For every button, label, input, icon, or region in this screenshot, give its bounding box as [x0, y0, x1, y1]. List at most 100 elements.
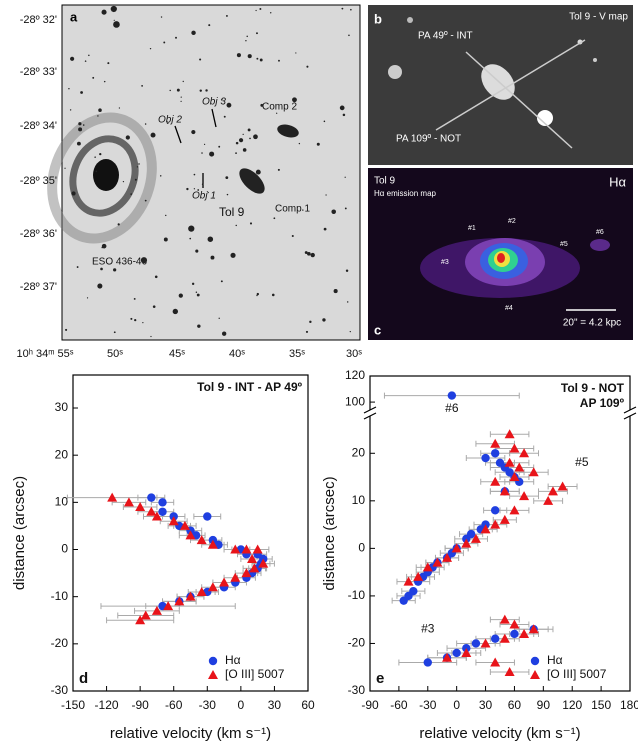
tol9-galaxy — [239, 168, 265, 194]
star — [195, 291, 198, 293]
star — [209, 151, 215, 157]
panel-b: b Tol 9 - V map PA 49º - INT PA 109º - N… — [368, 5, 633, 165]
star — [134, 319, 137, 322]
marker-triangle — [219, 577, 230, 587]
marker-triangle — [249, 563, 260, 573]
star — [341, 7, 344, 10]
star — [98, 108, 102, 112]
x-tick-label: -30 — [199, 698, 217, 712]
annotation: #5 — [575, 455, 589, 469]
marker-triangle — [528, 467, 539, 477]
star — [235, 224, 237, 227]
star — [172, 308, 179, 315]
star — [195, 249, 199, 253]
panel-a: a Obj 3 Obj 2 Obj 1 Comp 2 Comp 1 Tol 9 … — [47, 4, 361, 341]
star — [342, 113, 346, 117]
marker-circle — [510, 629, 519, 639]
star — [304, 251, 308, 254]
marker-triangle — [480, 524, 491, 534]
marker-triangle — [151, 511, 162, 521]
star — [80, 91, 83, 94]
marker-triangle — [185, 530, 196, 540]
marker-triangle — [509, 619, 520, 629]
marker-triangle — [252, 544, 263, 554]
marker-triangle — [499, 633, 510, 643]
star — [141, 84, 143, 87]
star — [235, 152, 237, 154]
axis-break — [626, 410, 634, 416]
y-tick-label: 100 — [345, 394, 365, 408]
x-tick-label: 180 — [620, 698, 638, 712]
star — [199, 58, 202, 61]
marker-triangle — [557, 481, 568, 491]
y-tick-label: 0 — [61, 542, 68, 556]
star — [92, 76, 95, 79]
star — [86, 297, 89, 299]
star — [159, 175, 162, 177]
star — [316, 142, 320, 146]
x-tick-label: 0 — [453, 698, 460, 712]
star — [269, 12, 272, 14]
star — [255, 169, 261, 175]
scale-label: 20" = 4.2 kpc — [563, 318, 621, 329]
marker-triangle — [123, 497, 134, 507]
dec-tick-label: -28º 35' — [20, 175, 57, 187]
marker-triangle — [461, 647, 472, 657]
star — [349, 330, 351, 333]
star — [188, 225, 195, 232]
x-axis-label: relative velocity (km s⁻¹) — [419, 725, 580, 742]
marker-triangle — [543, 495, 554, 505]
star — [298, 142, 301, 145]
marker-triangle — [146, 506, 157, 516]
star — [110, 5, 117, 13]
marker-circle — [158, 498, 167, 507]
panel-label: c — [374, 322, 381, 337]
star — [253, 134, 258, 140]
marker-circle — [203, 512, 212, 521]
star — [259, 7, 262, 10]
star — [176, 88, 180, 92]
marker-triangle — [432, 557, 443, 567]
star — [122, 180, 125, 183]
star — [218, 317, 220, 319]
axis-break — [366, 410, 374, 416]
star — [84, 60, 87, 62]
marker-triangle — [504, 457, 515, 467]
y-axis-label: distance (arcsec) — [11, 476, 28, 590]
knot: #1 — [468, 225, 476, 232]
x-tick-label: 60 — [301, 698, 315, 712]
star — [193, 188, 196, 190]
star — [201, 152, 203, 154]
star — [273, 217, 276, 220]
plot-frame — [72, 374, 309, 692]
star — [101, 243, 107, 249]
y-tick-label: 20 — [352, 445, 366, 459]
y-tick-label: 0 — [358, 541, 365, 555]
star — [191, 130, 196, 135]
y-tick-label: 10 — [352, 493, 366, 507]
star — [249, 137, 251, 140]
y-tick-label: 20 — [55, 447, 69, 461]
star — [130, 317, 133, 320]
marker-triangle — [499, 486, 510, 496]
star — [255, 9, 257, 12]
panel-title: Tol 9 — [374, 176, 396, 187]
star — [208, 24, 211, 27]
legend-label: Hα — [225, 653, 241, 667]
star — [180, 96, 182, 98]
knot: #4 — [505, 305, 513, 312]
annotation: Comp 1 — [275, 204, 310, 215]
y-tick-label: 30 — [55, 400, 69, 414]
star — [154, 275, 158, 279]
marker-triangle — [461, 538, 472, 548]
star — [140, 257, 148, 264]
marker-triangle — [519, 448, 530, 458]
star — [95, 170, 98, 173]
star — [70, 56, 75, 61]
marker-triangle — [528, 624, 539, 634]
y-tick-label: -30 — [51, 683, 69, 697]
star — [189, 237, 192, 240]
star — [333, 289, 338, 294]
x-tick-label: 90 — [537, 698, 551, 712]
